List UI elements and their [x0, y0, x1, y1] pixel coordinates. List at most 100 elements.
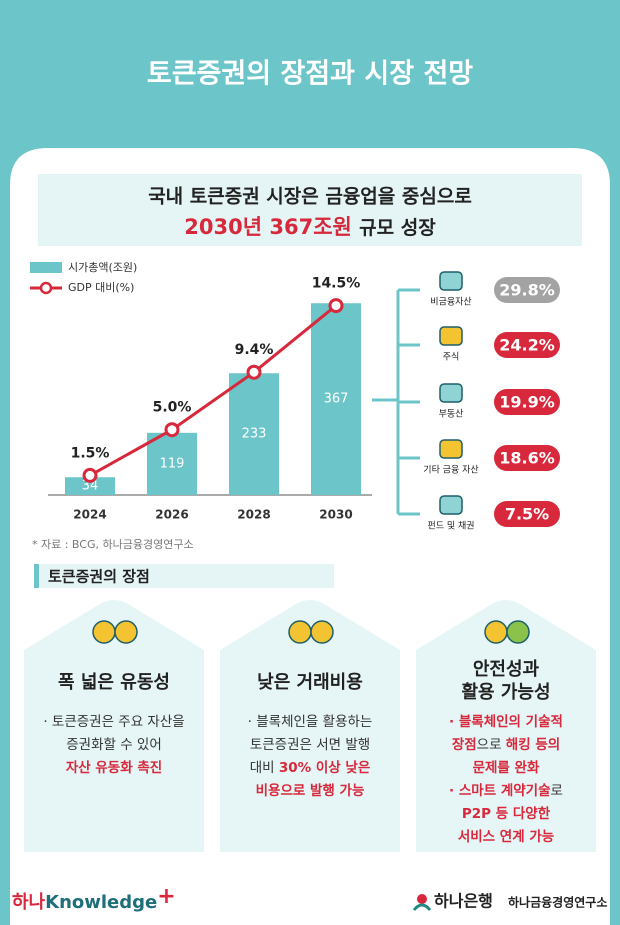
card-text-segment: 으로 — [477, 737, 506, 753]
x-tick-label: 2024 — [73, 508, 106, 522]
line-label: 5.0% — [153, 400, 192, 416]
card-title: 안전성과 — [473, 659, 540, 680]
line-label: 1.5% — [71, 445, 110, 461]
icon — [439, 271, 463, 291]
headline-line: 2030년 367조원 규모 성장 — [184, 215, 436, 239]
card-text: 비용으로 발행 가능 — [256, 782, 365, 799]
value-label: 29.8% — [499, 281, 555, 300]
icon — [439, 326, 463, 346]
line-point — [246, 364, 262, 380]
card-text-segment: 대비 — [250, 760, 279, 776]
bar-label: 34 — [82, 479, 99, 494]
section-band — [34, 564, 334, 588]
card-text-segment: · 토큰증권은 주요 자산을 — [43, 714, 184, 730]
card-text: · 스마트 계약기술로 — [449, 782, 563, 799]
bank-name: 하나은행 — [434, 892, 493, 911]
card-text: · 토큰증권은 주요 자산을 — [43, 714, 184, 730]
bar — [229, 373, 279, 495]
icon — [439, 495, 463, 515]
card-shape — [220, 600, 400, 852]
card-text-segment: 문제를 완화 — [473, 760, 540, 776]
value-label: 19.9% — [499, 393, 555, 412]
card-icon — [114, 620, 138, 644]
section-marker — [34, 564, 39, 588]
value-pill — [494, 389, 560, 415]
legend: 시가총액(조원) GDP 대비(%) — [30, 261, 137, 295]
card-text: 증권화할 수 있어 — [66, 737, 162, 753]
card-icon — [484, 620, 508, 644]
card-icon — [506, 620, 530, 644]
headline-rest: 규모 성장 — [359, 217, 436, 239]
bank-logo-mark — [417, 894, 427, 904]
x-tick-label: 2026 — [155, 508, 188, 522]
card-text: 서비스 연계 가능 — [458, 829, 554, 845]
card-text: 장점으로 해킹 등의 — [452, 736, 560, 753]
brand-name: Knowledge — [45, 892, 157, 913]
institute-name: 하나금융경영연구소 — [508, 895, 607, 910]
line-point — [82, 467, 98, 483]
breakdown: 비금융자산 29.8% 주식 24.2% 부동산 19.9% 기타 금융 자산 18.6% 펀드… — [398, 271, 560, 532]
card-shape — [416, 600, 596, 852]
bar — [311, 303, 361, 495]
bar-label: 367 — [324, 392, 349, 407]
value-pill — [494, 501, 560, 527]
bank-logo-mark — [412, 903, 432, 911]
card-text-segment: 서비스 연계 가능 — [458, 829, 554, 845]
icon — [439, 439, 463, 459]
line — [89, 304, 337, 477]
line-label: 14.5% — [312, 276, 361, 292]
card-title: 낮은 거래비용 — [257, 672, 363, 693]
card-text-segment: · 블록체인의 기술적 — [449, 713, 563, 730]
category-label: 부동산 — [439, 409, 464, 420]
brand-logo: 하나Knowledge+ — [12, 884, 176, 913]
card-text-segment: 토큰증권은 서면 발행 — [250, 737, 370, 753]
brand-prefix: 하나 — [12, 892, 46, 913]
brand-plus: + — [157, 884, 175, 909]
value-pill — [494, 445, 560, 471]
line-point — [328, 298, 344, 314]
card-text-segment: 로 — [551, 783, 563, 799]
card-text: · 블록체인의 기술적 — [449, 713, 563, 730]
card-text-segment: P2P 등 다양한 — [462, 806, 551, 822]
headline-highlight: 2030년 367조원 — [184, 215, 352, 239]
card-text-segment: 비용으로 발행 가능 — [256, 782, 365, 799]
card-text-segment: · 블록체인을 활용하는 — [248, 714, 373, 730]
page-title: 토큰증권의 장점과 시장 전망 — [147, 59, 473, 90]
x-tick-label: 2028 — [237, 508, 270, 522]
line-point — [164, 422, 180, 438]
source-note: * 자료 : BCG, 하나금융경영연구소 — [32, 537, 194, 551]
card-text: 문제를 완화 — [473, 760, 540, 776]
category-label: 기타 금융 자산 — [423, 465, 478, 476]
headline-box — [38, 174, 582, 246]
card-shape — [24, 600, 204, 852]
bar — [147, 432, 197, 495]
bar-label: 233 — [242, 427, 267, 442]
card-text-segment: 자산 유동화 촉진 — [66, 759, 162, 776]
card-icon — [288, 620, 312, 644]
value-label: 24.2% — [499, 336, 555, 355]
legend-swatch — [30, 262, 62, 273]
card-text-segment: 증권화할 수 있어 — [66, 737, 162, 753]
card-text-segment: 30% 이상 낮은 — [279, 759, 370, 776]
x-tick-label: 2030 — [319, 508, 352, 522]
value-pill — [494, 332, 560, 358]
section-title: 토큰증권의 장점 — [48, 568, 150, 586]
legend-swatch — [39, 281, 53, 295]
category-label: 주식 — [443, 352, 460, 363]
value-pill — [494, 277, 560, 303]
legend-label: 시가총액(조원) — [68, 261, 137, 274]
legend-label: GDP 대비(%) — [68, 281, 134, 294]
category-label: 비금융자산 — [430, 297, 471, 308]
line-label: 9.4% — [235, 342, 274, 358]
card-text: 대비 30% 이상 낮은 — [250, 759, 371, 776]
icon — [439, 383, 463, 403]
category-label: 펀드 및 채권 — [427, 520, 474, 532]
card-text-segment: 장점 — [452, 736, 477, 753]
card-text: 토큰증권은 서면 발행 — [250, 737, 370, 753]
combo-chart: 2024 2026 2028 2030 34 119 233 367 1.5% 5.0% 9.4% 1… — [48, 276, 372, 522]
card-icon — [310, 620, 334, 644]
card-text: · 블록체인을 활용하는 — [248, 714, 373, 730]
value-label: 18.6% — [499, 449, 555, 468]
